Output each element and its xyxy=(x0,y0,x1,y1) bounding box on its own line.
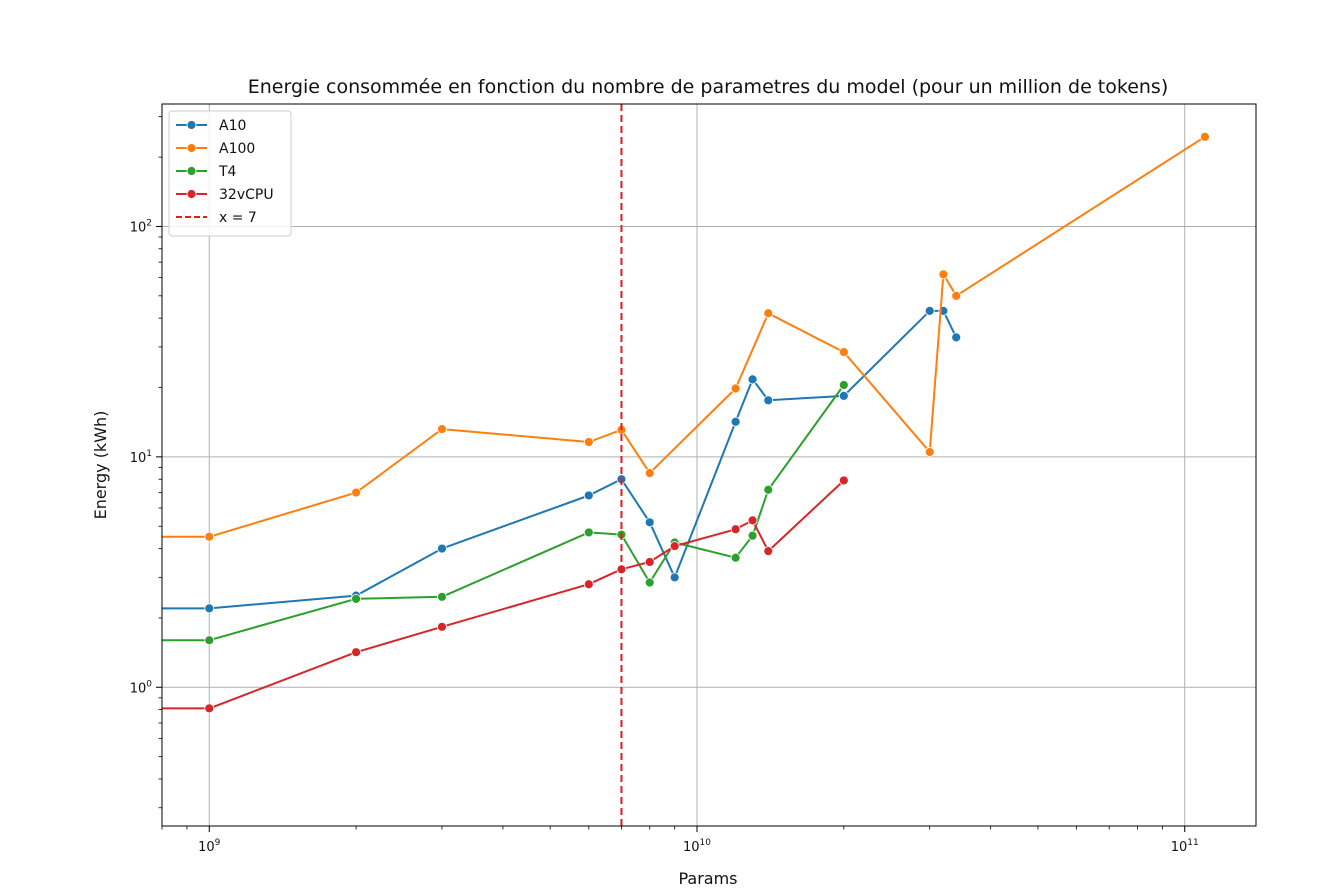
y-tick-label: 102 xyxy=(130,218,152,235)
data-point-a100 xyxy=(351,487,361,498)
data-point-t4 xyxy=(583,527,594,538)
data-point-a10 xyxy=(730,416,741,427)
x-axis-label: Params xyxy=(678,869,737,888)
data-point-32vcpu xyxy=(204,703,215,714)
legend-swatch-marker xyxy=(186,166,197,176)
data-point-32vcpu xyxy=(351,647,361,658)
data-point-32vcpu xyxy=(763,546,774,556)
legend-label: T4 xyxy=(218,164,237,180)
data-point-32vcpu xyxy=(730,524,741,535)
series-line-t4 xyxy=(162,384,845,642)
data-point-a100 xyxy=(1200,131,1210,142)
legend-swatch-marker xyxy=(186,120,197,130)
data-point-a100 xyxy=(204,531,215,542)
data-point-a10 xyxy=(669,572,680,583)
data-point-a100 xyxy=(644,468,655,479)
data-point-32vcpu xyxy=(583,579,594,590)
data-point-a10 xyxy=(583,490,594,501)
y-tick-label: 101 xyxy=(130,449,152,466)
data-point-32vcpu xyxy=(669,541,680,551)
data-point-a10 xyxy=(838,390,849,401)
legend-label: A100 xyxy=(219,141,255,157)
data-point-a10 xyxy=(204,603,215,614)
data-point-a10 xyxy=(763,395,774,406)
data-point-a100 xyxy=(938,269,949,280)
x-tick-label: 109 xyxy=(198,838,221,855)
data-point-t4 xyxy=(644,577,655,588)
data-point-a100 xyxy=(924,447,935,457)
data-point-32vcpu xyxy=(644,557,655,567)
data-point-t4 xyxy=(204,635,215,646)
data-point-a10 xyxy=(747,374,758,385)
series-layer xyxy=(162,104,1210,826)
series-line-32vcpu xyxy=(162,479,845,710)
data-point-a10 xyxy=(951,332,962,343)
data-point-a100 xyxy=(437,424,447,434)
plot-frame xyxy=(161,103,1257,827)
series-line-a100 xyxy=(162,135,1206,538)
legend-box xyxy=(168,110,292,237)
axis-ticks: 109 1010 1011 100 101 102 xyxy=(130,116,1199,855)
data-point-a100 xyxy=(763,308,774,319)
data-point-a10 xyxy=(924,306,935,316)
legend-swatch-marker xyxy=(186,143,197,153)
data-point-a10 xyxy=(437,543,447,554)
y-axis-label: Energy (kWh) xyxy=(91,411,110,520)
legend-label: 32vCPU xyxy=(219,187,274,203)
data-point-32vcpu xyxy=(838,475,849,486)
data-point-t4 xyxy=(351,593,361,604)
data-point-32vcpu xyxy=(437,621,447,632)
legend-swatch-marker xyxy=(186,189,197,199)
legend-label: A10 xyxy=(219,118,246,134)
data-point-32vcpu xyxy=(747,515,758,526)
chart-title: Energie consommée en fonction du nombre … xyxy=(248,76,1169,98)
data-point-t4 xyxy=(763,484,774,495)
data-point-a10 xyxy=(644,517,655,528)
legend-label: x = 7 xyxy=(219,210,257,226)
data-point-t4 xyxy=(838,380,849,390)
legend: A10 A100 T4 32vCPU x = 7 xyxy=(168,110,292,237)
data-point-a100 xyxy=(583,437,594,447)
data-point-a100 xyxy=(838,347,849,357)
data-point-t4 xyxy=(730,552,741,563)
data-point-a100 xyxy=(951,290,962,301)
data-point-t4 xyxy=(437,591,447,602)
y-tick-label: 100 xyxy=(130,679,153,696)
x-tick-label: 1011 xyxy=(1171,838,1199,855)
data-point-a100 xyxy=(730,383,741,394)
x-tick-label: 1010 xyxy=(683,838,711,855)
plot-area xyxy=(162,104,1210,826)
data-point-t4 xyxy=(747,530,758,541)
